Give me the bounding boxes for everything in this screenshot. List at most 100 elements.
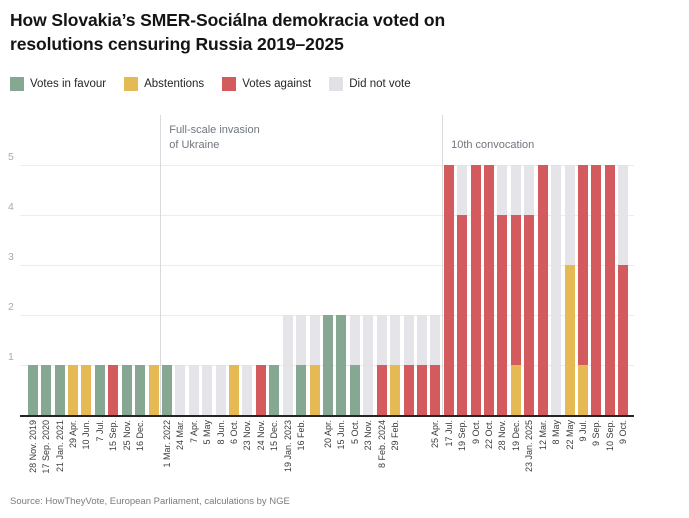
y-axis-tick: 4 — [8, 201, 14, 213]
legend-label: Did not vote — [349, 78, 411, 90]
bar-segment-against — [403, 365, 414, 415]
bar-group: 22 Oct. — [482, 110, 495, 449]
x-axis-label: 7 Apr. — [188, 420, 199, 444]
bar-group: 23 Nov. — [241, 110, 254, 450]
bar-segment-favour — [336, 315, 347, 415]
x-axis-label: 10 Sep. — [604, 420, 615, 452]
bar-group — [308, 110, 321, 415]
x-axis-label: 28 Nov. — [497, 420, 508, 451]
bar — [282, 315, 293, 415]
bar-segment-dnv — [416, 315, 427, 365]
bar-segment-favour — [296, 365, 307, 415]
legend-swatch-abstention — [124, 77, 139, 91]
bar-segment-against — [591, 165, 602, 415]
bar — [416, 315, 427, 415]
bar — [591, 165, 602, 415]
bar — [551, 165, 562, 415]
x-axis-label: 15 Jun. — [336, 420, 347, 450]
bar-group: 20 Apr. — [321, 110, 334, 448]
bar-segment-against — [470, 165, 481, 415]
bar — [67, 365, 78, 415]
bar — [349, 315, 360, 415]
legend-label: Votes in favour — [30, 78, 107, 90]
bar-segment-dnv — [551, 165, 562, 415]
legend-swatch-dnv — [329, 77, 344, 91]
bar-segment-against — [457, 215, 468, 415]
y-axis-tick: 1 — [8, 351, 14, 363]
bar-segment-favour — [41, 365, 52, 415]
x-axis-label: 5 May — [202, 420, 213, 445]
x-axis-label: 8 Jun. — [215, 420, 226, 445]
plot-area: 1 2 3 4 5 Full-scale invasion of Ukraine 10th c… — [8, 110, 634, 474]
bar-segment-dnv — [282, 315, 293, 415]
bar-group: 28 Nov. 2019 — [26, 110, 39, 473]
bar-segment-dnv — [618, 165, 629, 265]
bar-segment-abstention — [578, 365, 588, 415]
bar-group — [402, 110, 415, 415]
bar-segment-abstention — [67, 365, 78, 415]
bar-segment-favour — [54, 365, 65, 415]
bar-group: 5 Oct. — [348, 110, 361, 444]
bar-segment-abstention — [390, 365, 401, 415]
bar-segment-against — [618, 265, 629, 415]
bar — [524, 165, 535, 415]
bar-segment-dnv — [309, 315, 320, 365]
bar-group: 23 Nov. — [362, 110, 375, 450]
chart-title: How Slovakia’s SMER-Sociálna demokracia … — [10, 8, 445, 56]
x-axis-label: 25 Apr. — [430, 420, 441, 449]
bar-group: 21 Jan. 2021 — [53, 110, 66, 472]
x-axis-label: 24 Nov. — [255, 420, 266, 451]
bar — [296, 315, 307, 415]
x-axis-label: 19 Jan. 2023 — [282, 420, 293, 473]
bar-group: 12 Mar. — [536, 110, 549, 450]
bar-segment-favour — [269, 365, 280, 415]
bar — [604, 165, 615, 415]
annotation-line — [442, 115, 444, 415]
bars-container: 28 Nov. 2019 17 Sep. 2020 21 Jan. 2021 29 A… — [26, 110, 630, 474]
y-axis-tick: 3 — [8, 251, 14, 263]
x-axis-label: 23 Jan. 2025 — [524, 420, 535, 473]
bar — [578, 165, 588, 415]
bar-group: 25 Apr. — [429, 110, 442, 448]
bar — [537, 165, 548, 415]
bar-group: 16 Dec. — [133, 110, 146, 451]
x-axis-label: 17 Jul. — [443, 420, 454, 447]
bar-group: 15 Sep. — [107, 110, 120, 451]
chart-title-line2: resolutions censuring Russia 2019–2025 — [10, 34, 344, 54]
bar-group: 9 Jul. — [576, 110, 589, 442]
legend-item-against: Votes against — [222, 77, 311, 91]
bar-segment-dnv — [376, 315, 387, 365]
x-axis-label: 16 Feb. — [296, 420, 307, 451]
x-axis-label: 29 Feb. — [390, 420, 401, 451]
x-axis-label: 9 Jul. — [578, 420, 588, 442]
bar-segment-abstention — [510, 365, 521, 415]
bar-group: 22 May — [563, 110, 576, 450]
bar-segment-abstention — [229, 365, 240, 415]
bar-segment-abstention — [309, 365, 320, 415]
bar-segment-dnv — [175, 365, 186, 415]
bar-segment-dnv — [564, 165, 575, 265]
bar-group: 10 Jun. — [80, 110, 93, 450]
bar-group: 10 Sep. — [603, 110, 616, 451]
bar-segment-against — [255, 365, 266, 415]
x-axis-label: 7 Jul. — [94, 420, 105, 442]
x-axis-label: 24 Mar. — [175, 420, 186, 451]
x-axis-label: 29 Apr. — [67, 420, 78, 449]
x-axis-line — [20, 415, 634, 417]
bar — [470, 165, 481, 415]
bar-group: 8 Feb. 2024 — [375, 110, 388, 468]
bar — [175, 365, 186, 415]
bar-segment-abstention — [148, 365, 159, 415]
bar-group: 17 Sep. 2020 — [39, 110, 52, 474]
legend-swatch-against — [222, 77, 237, 91]
bar — [390, 315, 401, 415]
bar-segment-favour — [161, 365, 172, 415]
bar — [215, 365, 226, 415]
bar-segment-dnv — [524, 165, 535, 215]
bar-segment-against — [416, 365, 427, 415]
x-axis-label: 12 Mar. — [537, 420, 548, 451]
bar-segment-against — [430, 365, 441, 415]
x-axis-label: 25 Nov. — [121, 420, 132, 451]
annotation-line — [160, 115, 162, 415]
